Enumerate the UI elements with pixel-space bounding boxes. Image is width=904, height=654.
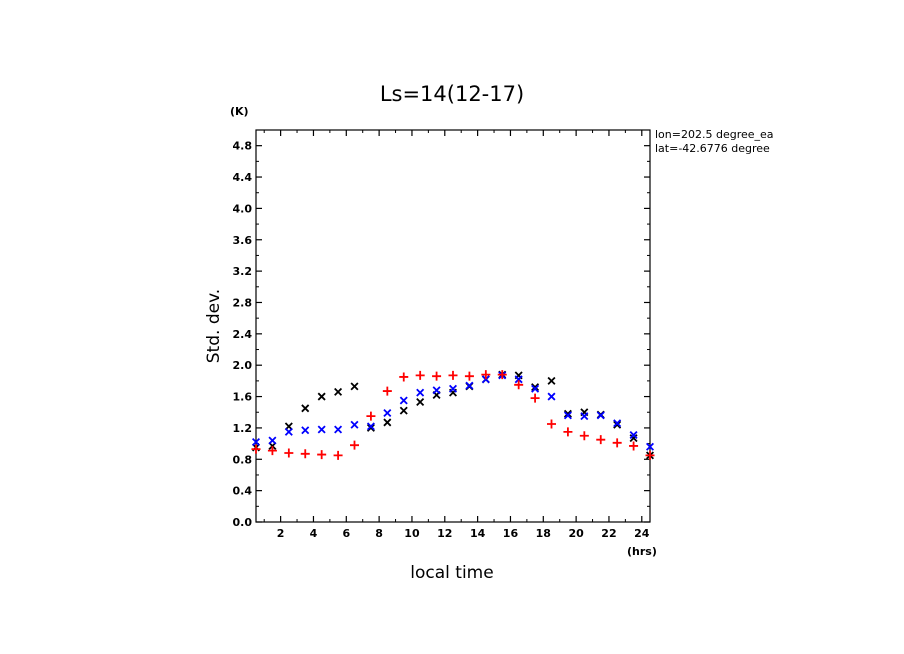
data-point-series-1: [366, 423, 375, 432]
data-point-series-3: [251, 444, 261, 454]
y-axis-label: Std. dev.: [204, 289, 224, 363]
data-point-series-2: [547, 392, 556, 401]
data-point-series-3: [464, 371, 474, 381]
data-point-series-3: [382, 386, 392, 396]
y-axis-unit: (K): [230, 105, 249, 118]
data-point-series-2: [613, 419, 622, 428]
y-tick-label: 0.0: [233, 516, 253, 529]
y-tick-label: 3.6: [233, 234, 253, 247]
data-markers: [251, 370, 655, 460]
plot-frame: [255, 129, 651, 523]
data-point-series-2: [432, 386, 441, 395]
data-point-series-2: [399, 396, 408, 405]
y-tick-label: 2.0: [233, 359, 253, 372]
data-point-series-1: [399, 406, 408, 415]
axis-ticks: 0.0 0.4 0.8 1.2 1.6 2.0 2.4 2.8 3.2 3.6 4.0 4.4 4.8 2…: [233, 130, 650, 540]
data-point-series-3: [563, 427, 573, 437]
data-point-series-2: [383, 409, 392, 418]
data-point-series-2: [284, 427, 293, 436]
x-tick-label: 8: [375, 527, 383, 540]
x-tick-label: 2: [277, 527, 285, 540]
x-tick-label: 14: [470, 527, 486, 540]
data-point-series-2: [301, 426, 310, 435]
data-point-series-2: [317, 425, 326, 434]
data-point-series-3: [284, 448, 294, 458]
data-point-series-1: [416, 398, 425, 407]
data-point-series-2: [531, 384, 540, 393]
data-point-series-3: [530, 393, 540, 403]
data-point-series-3: [448, 370, 458, 380]
data-point-series-3: [399, 372, 409, 382]
data-point-series-3: [612, 438, 622, 448]
x-axis-unit: (hrs): [627, 545, 657, 558]
x-tick-label: 22: [601, 527, 616, 540]
data-point-series-1: [317, 392, 326, 401]
data-point-series-2: [334, 425, 343, 434]
data-point-series-2: [448, 384, 458, 393]
data-point-series-2: [580, 412, 589, 421]
data-point-series-2: [268, 436, 277, 445]
data-point-series-3: [547, 419, 556, 429]
data-point-series-1: [629, 434, 638, 443]
data-point-series-2: [416, 388, 425, 397]
x-tick-label: 24: [634, 527, 650, 540]
data-point-series-3: [596, 435, 606, 445]
data-point-series-1: [563, 409, 572, 418]
y-tick-label: 2.8: [233, 296, 253, 309]
latitude-annotation: lat=-42.6776 degree: [655, 142, 770, 155]
x-tick-label: 20: [568, 527, 584, 540]
data-point-series-3: [481, 370, 491, 380]
y-tick-label: 1.6: [233, 391, 253, 404]
data-point-series-3: [350, 440, 359, 450]
data-point-series-3: [579, 431, 589, 441]
data-point-series-3: [514, 380, 524, 390]
data-point-series-2: [645, 442, 655, 451]
data-point-series-2: [350, 420, 359, 429]
data-point-series-1: [547, 376, 556, 385]
data-point-series-3: [629, 441, 639, 451]
x-tick-label: 10: [404, 527, 420, 540]
data-point-series-3: [645, 450, 655, 460]
data-point-series-3: [497, 370, 507, 380]
data-point-series-1: [350, 382, 359, 391]
data-point-series-1: [531, 383, 540, 392]
x-tick-label: 12: [437, 527, 452, 540]
y-tick-label: 4.8: [233, 140, 253, 153]
data-point-series-1: [613, 420, 622, 429]
data-point-series-3: [333, 450, 343, 460]
x-tick-label: 6: [342, 527, 350, 540]
x-tick-label: 18: [536, 527, 551, 540]
data-point-series-2: [366, 422, 375, 431]
data-point-series-3: [300, 449, 310, 459]
data-point-series-3: [267, 446, 277, 456]
y-tick-label: 0.4: [233, 485, 253, 498]
chart-title: Ls=14(12-17): [380, 82, 524, 106]
data-point-series-2: [563, 411, 572, 420]
data-point-series-3: [317, 450, 327, 460]
data-point-series-1: [383, 418, 392, 427]
y-tick-label: 3.2: [233, 265, 253, 278]
x-axis-label: local time: [410, 563, 493, 583]
y-tick-label: 4.4: [233, 171, 253, 184]
data-point-series-2: [251, 438, 261, 447]
data-point-series-2: [514, 375, 523, 384]
y-tick-label: 0.8: [233, 453, 253, 466]
data-point-series-3: [366, 411, 376, 421]
x-tick-label: 4: [310, 527, 318, 540]
data-point-series-3: [432, 371, 442, 381]
data-point-series-2: [465, 381, 474, 390]
data-point-series-1: [334, 387, 343, 396]
data-point-series-3: [415, 370, 425, 380]
y-tick-label: 2.4: [233, 328, 253, 341]
x-tick-label: 16: [503, 527, 519, 540]
data-point-series-2: [596, 411, 605, 420]
y-tick-label: 1.2: [233, 422, 253, 435]
y-tick-label: 4.0: [233, 202, 253, 215]
data-point-series-1: [301, 404, 310, 413]
data-point-series-2: [481, 375, 490, 384]
data-point-series-2: [629, 430, 638, 439]
longitude-annotation: lon=202.5 degree_ea: [655, 128, 774, 141]
